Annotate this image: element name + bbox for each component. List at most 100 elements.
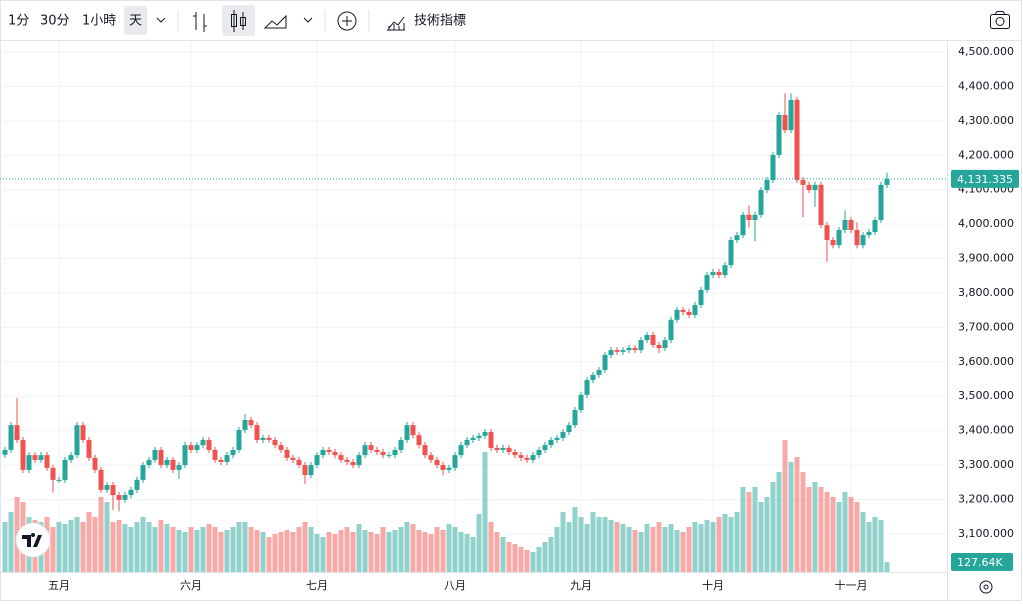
candle-body — [128, 489, 134, 496]
volume-bar — [566, 521, 572, 572]
candle-body — [140, 465, 146, 480]
volume-bar — [776, 471, 782, 572]
volume-bar — [842, 491, 848, 572]
compare-button[interactable] — [337, 11, 357, 31]
volume-bar — [320, 536, 326, 572]
candle-body — [482, 432, 488, 436]
volume-bar — [404, 521, 410, 572]
volume-bar — [572, 507, 578, 572]
candle-body — [344, 459, 350, 462]
volume-bar — [98, 496, 104, 572]
volume-bar — [68, 519, 74, 572]
candle-body — [296, 459, 302, 466]
volume-bar — [134, 521, 140, 572]
volume-bar — [758, 502, 764, 572]
volume-bar — [392, 529, 398, 572]
volume-bar — [80, 521, 86, 572]
candle-body — [62, 459, 68, 480]
volume-bar — [440, 529, 446, 572]
candle-body — [872, 219, 878, 233]
volume-bar — [368, 532, 374, 572]
candle-body — [404, 425, 410, 440]
volume-bar — [818, 486, 824, 572]
price-tick-label: 4,400.000 — [958, 79, 1014, 92]
indicators-button[interactable]: 技術指標 — [414, 14, 466, 29]
candle-body — [446, 467, 452, 470]
candle-body — [764, 180, 770, 191]
volume-bar — [56, 521, 62, 572]
candle-body — [830, 239, 836, 246]
candle-body — [104, 485, 110, 490]
volume-bar — [386, 532, 392, 572]
candle-body — [770, 154, 776, 181]
candle-body — [518, 455, 524, 458]
bar-style-button[interactable] — [193, 12, 207, 32]
volume-bar — [494, 532, 500, 572]
volume-bar — [662, 527, 668, 572]
time-tick-label: 十一月 — [835, 578, 868, 592]
candle-body — [14, 425, 20, 440]
volume-bar — [116, 519, 122, 572]
volume-bar — [152, 527, 158, 572]
candle-body — [596, 370, 602, 375]
style-dropdown[interactable] — [303, 17, 313, 23]
volume-label: 127.64K — [957, 556, 1003, 569]
candle-body — [356, 455, 362, 466]
candle-body — [842, 219, 848, 230]
volume-bar — [380, 527, 386, 572]
candle-body — [722, 265, 728, 276]
candle-body — [668, 319, 674, 341]
interval-dropdown[interactable] — [156, 17, 166, 23]
candle-body — [572, 410, 578, 426]
volume-bar — [290, 532, 296, 572]
volume-bar — [350, 532, 356, 572]
candle-body — [626, 348, 632, 351]
volume-bar — [548, 536, 554, 572]
candle-body — [716, 271, 722, 276]
volume-bar — [530, 552, 536, 572]
candle-body — [350, 461, 356, 466]
volume-bar — [554, 527, 560, 572]
volume-bar — [158, 519, 164, 572]
candle-body — [44, 455, 50, 468]
snapshot-button[interactable] — [990, 11, 1010, 29]
volume-bar — [164, 524, 170, 572]
price-tick-label: 3,800.000 — [958, 286, 1014, 299]
settings-button[interactable] — [979, 580, 993, 594]
candle-body — [416, 435, 422, 446]
price-tick-label: 3,900.000 — [958, 252, 1014, 265]
interval-button[interactable]: 天 — [129, 14, 142, 29]
candle-body — [116, 495, 122, 500]
volume-bar — [428, 533, 434, 572]
interval-button[interactable]: 1小時 — [82, 14, 116, 29]
volume-bar — [866, 521, 872, 572]
candle-body — [578, 394, 584, 411]
indicators-icon[interactable] — [387, 16, 405, 31]
candle-body — [200, 439, 206, 446]
volume-bar — [74, 516, 80, 572]
volume-bar — [602, 516, 608, 572]
volume-bar — [338, 529, 344, 572]
interval-button[interactable]: 30分 — [40, 14, 70, 29]
candle-body — [818, 184, 824, 226]
candle-style-button[interactable] — [231, 10, 246, 32]
volume-bar — [590, 511, 596, 572]
candle-body — [806, 184, 812, 191]
volume-bar — [128, 527, 134, 572]
candle-body — [458, 445, 464, 456]
interval-button[interactable]: 1分 — [8, 14, 29, 29]
volume-bar — [794, 457, 800, 572]
price-tick-label: 3,400.000 — [958, 424, 1014, 437]
toolbar: 1分 30分 1小時 天 技術指標 — [0, 5, 1022, 41]
volume-bar — [878, 519, 884, 572]
candle-body — [698, 289, 704, 306]
candle-body — [692, 305, 698, 316]
candle-body — [476, 435, 482, 438]
price-tick-label: 3,200.000 — [958, 493, 1014, 506]
volume-bar — [650, 527, 656, 572]
candle-body — [752, 214, 758, 220]
candle-body — [152, 449, 158, 460]
volume-bar — [296, 527, 302, 572]
volume-bar — [488, 521, 494, 572]
area-style-button[interactable] — [263, 14, 287, 29]
